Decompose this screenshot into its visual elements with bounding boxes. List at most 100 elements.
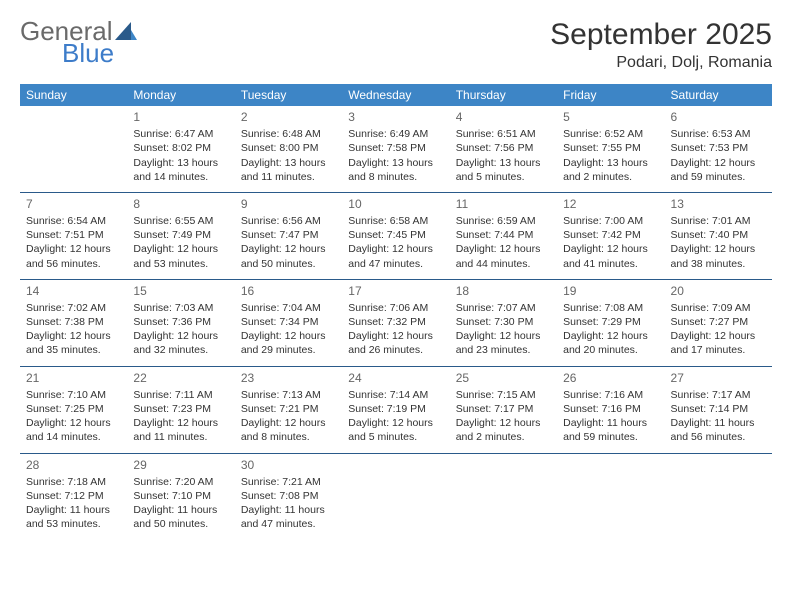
month-title: September 2025 [550, 18, 772, 52]
sunset-text: Sunset: 8:00 PM [241, 141, 336, 155]
calendar-day-cell: 29Sunrise: 7:20 AMSunset: 7:10 PMDayligh… [127, 453, 234, 539]
day-number: 29 [133, 457, 228, 473]
sunset-text: Sunset: 7:16 PM [563, 402, 658, 416]
day-number: 14 [26, 283, 121, 299]
day-number: 26 [563, 370, 658, 386]
sunrise-text: Sunrise: 6:59 AM [456, 214, 551, 228]
calendar-day-cell: 13Sunrise: 7:01 AMSunset: 7:40 PMDayligh… [665, 192, 772, 279]
sunrise-text: Sunrise: 6:51 AM [456, 127, 551, 141]
sunrise-text: Sunrise: 7:15 AM [456, 388, 551, 402]
sunset-text: Sunset: 7:30 PM [456, 315, 551, 329]
calendar-week-row: 7Sunrise: 6:54 AMSunset: 7:51 PMDaylight… [20, 192, 772, 279]
day-number: 23 [241, 370, 336, 386]
sunset-text: Sunset: 7:25 PM [26, 402, 121, 416]
calendar-day-cell: 28Sunrise: 7:18 AMSunset: 7:12 PMDayligh… [20, 453, 127, 539]
calendar-day-cell: 2Sunrise: 6:48 AMSunset: 8:00 PMDaylight… [235, 106, 342, 192]
calendar-day-cell: 17Sunrise: 7:06 AMSunset: 7:32 PMDayligh… [342, 279, 449, 366]
calendar-day-cell: 25Sunrise: 7:15 AMSunset: 7:17 PMDayligh… [450, 366, 557, 453]
sunrise-text: Sunrise: 7:08 AM [563, 301, 658, 315]
day-number: 11 [456, 196, 551, 212]
title-block: September 2025 Podari, Dolj, Romania [550, 18, 772, 72]
sunrise-text: Sunrise: 7:01 AM [671, 214, 766, 228]
sunset-text: Sunset: 7:12 PM [26, 489, 121, 503]
daylight-text: Daylight: 12 hours and 29 minutes. [241, 329, 336, 357]
sunrise-text: Sunrise: 6:49 AM [348, 127, 443, 141]
daylight-text: Daylight: 12 hours and 20 minutes. [563, 329, 658, 357]
sunrise-text: Sunrise: 7:18 AM [26, 475, 121, 489]
calendar-day-cell: 11 Sunrise: 6:59 AMSunset: 7:44 PMDayligh… [450, 192, 557, 279]
daylight-text: Daylight: 11 hours and 47 minutes. [241, 503, 336, 531]
sunrise-text: Sunrise: 7:06 AM [348, 301, 443, 315]
sail-icon [115, 18, 137, 44]
sunset-text: Sunset: 7:17 PM [456, 402, 551, 416]
sunrise-text: Sunrise: 7:21 AM [241, 475, 336, 489]
calendar-day-cell: 8Sunrise: 6:55 AMSunset: 7:49 PMDaylight… [127, 192, 234, 279]
day-number: 15 [133, 283, 228, 299]
weekday-header: Monday [127, 84, 234, 106]
daylight-text: Daylight: 12 hours and 38 minutes. [671, 242, 766, 270]
daylight-text: Daylight: 12 hours and 41 minutes. [563, 242, 658, 270]
day-number: 2 [241, 109, 336, 125]
sunrise-text: Sunrise: 6:55 AM [133, 214, 228, 228]
sunset-text: Sunset: 7:58 PM [348, 141, 443, 155]
calendar-week-row: 28Sunrise: 7:18 AMSunset: 7:12 PMDayligh… [20, 453, 772, 539]
daylight-text: Daylight: 12 hours and 14 minutes. [26, 416, 121, 444]
calendar-day-cell: 26Sunrise: 7:16 AMSunset: 7:16 PMDayligh… [557, 366, 664, 453]
day-number: 27 [671, 370, 766, 386]
calendar-day-cell: 15 Sunrise: 7:03 AMSunset: 7:36 PMDayligh… [127, 279, 234, 366]
weekday-header: Tuesday [235, 84, 342, 106]
day-number: 13 [671, 196, 766, 212]
calendar-body: 1Sunrise: 6:47 AMSunset: 8:02 PMDaylight… [20, 106, 772, 539]
sunrise-text: Sunrise: 6:58 AM [348, 214, 443, 228]
calendar-empty-cell [665, 453, 772, 539]
daylight-text: Daylight: 12 hours and 5 minutes. [348, 416, 443, 444]
calendar-day-cell: 24Sunrise: 7:14 AMSunset: 7:19 PMDayligh… [342, 366, 449, 453]
sunset-text: Sunset: 7:45 PM [348, 228, 443, 242]
daylight-text: Daylight: 11 hours and 50 minutes. [133, 503, 228, 531]
brand-logo: General Blue [20, 18, 137, 66]
daylight-text: Daylight: 12 hours and 44 minutes. [456, 242, 551, 270]
sunset-text: Sunset: 7:14 PM [671, 402, 766, 416]
day-number: 17 [348, 283, 443, 299]
calendar-week-row: 21Sunrise: 7:10 AMSunset: 7:25 PMDayligh… [20, 366, 772, 453]
sunrise-text: Sunrise: 7:11 AM [133, 388, 228, 402]
calendar-day-cell: 21Sunrise: 7:10 AMSunset: 7:25 PMDayligh… [20, 366, 127, 453]
day-number: 18 [456, 283, 551, 299]
day-number: 8 [133, 196, 228, 212]
day-number: 3 [348, 109, 443, 125]
day-number: 20 [671, 283, 766, 299]
sunrise-text: Sunrise: 7:16 AM [563, 388, 658, 402]
daylight-text: Daylight: 12 hours and 50 minutes. [241, 242, 336, 270]
calendar-day-cell: 6Sunrise: 6:53 AMSunset: 7:53 PMDaylight… [665, 106, 772, 192]
sunrise-text: Sunrise: 7:03 AM [133, 301, 228, 315]
calendar-day-cell: 3 Sunrise: 6:49 AMSunset: 7:58 PMDaylight… [342, 106, 449, 192]
calendar-day-cell: 14Sunrise: 7:02 AMSunset: 7:38 PMDayligh… [20, 279, 127, 366]
sunset-text: Sunset: 7:08 PM [241, 489, 336, 503]
daylight-text: Daylight: 12 hours and 35 minutes. [26, 329, 121, 357]
sunset-text: Sunset: 7:36 PM [133, 315, 228, 329]
calendar-day-cell: 4Sunrise: 6:51 AMSunset: 7:56 PMDaylight… [450, 106, 557, 192]
calendar-week-row: 14Sunrise: 7:02 AMSunset: 7:38 PMDayligh… [20, 279, 772, 366]
sunset-text: Sunset: 7:53 PM [671, 141, 766, 155]
daylight-text: Daylight: 13 hours and 8 minutes. [348, 156, 443, 184]
sunset-text: Sunset: 7:56 PM [456, 141, 551, 155]
calendar-page: General Blue September 2025 Podari, Dolj… [0, 0, 792, 612]
sunrise-text: Sunrise: 7:14 AM [348, 388, 443, 402]
sunrise-text: Sunrise: 7:07 AM [456, 301, 551, 315]
sunrise-text: Sunrise: 7:17 AM [671, 388, 766, 402]
daylight-text: Daylight: 11 hours and 53 minutes. [26, 503, 121, 531]
calendar-day-cell: 23Sunrise: 7:13 AMSunset: 7:21 PMDayligh… [235, 366, 342, 453]
day-number: 25 [456, 370, 551, 386]
daylight-text: Daylight: 12 hours and 26 minutes. [348, 329, 443, 357]
calendar-empty-cell [557, 453, 664, 539]
sunset-text: Sunset: 7:44 PM [456, 228, 551, 242]
calendar-day-cell: 19Sunrise: 7:08 AMSunset: 7:29 PMDayligh… [557, 279, 664, 366]
daylight-text: Daylight: 12 hours and 32 minutes. [133, 329, 228, 357]
day-number: 16 [241, 283, 336, 299]
calendar-empty-cell [342, 453, 449, 539]
weekday-header: Thursday [450, 84, 557, 106]
calendar-head: Sunday Monday Tuesday Wednesday Thursday… [20, 84, 772, 106]
day-number: 22 [133, 370, 228, 386]
calendar-day-cell: 12Sunrise: 7:00 AMSunset: 7:42 PMDayligh… [557, 192, 664, 279]
daylight-text: Daylight: 12 hours and 23 minutes. [456, 329, 551, 357]
